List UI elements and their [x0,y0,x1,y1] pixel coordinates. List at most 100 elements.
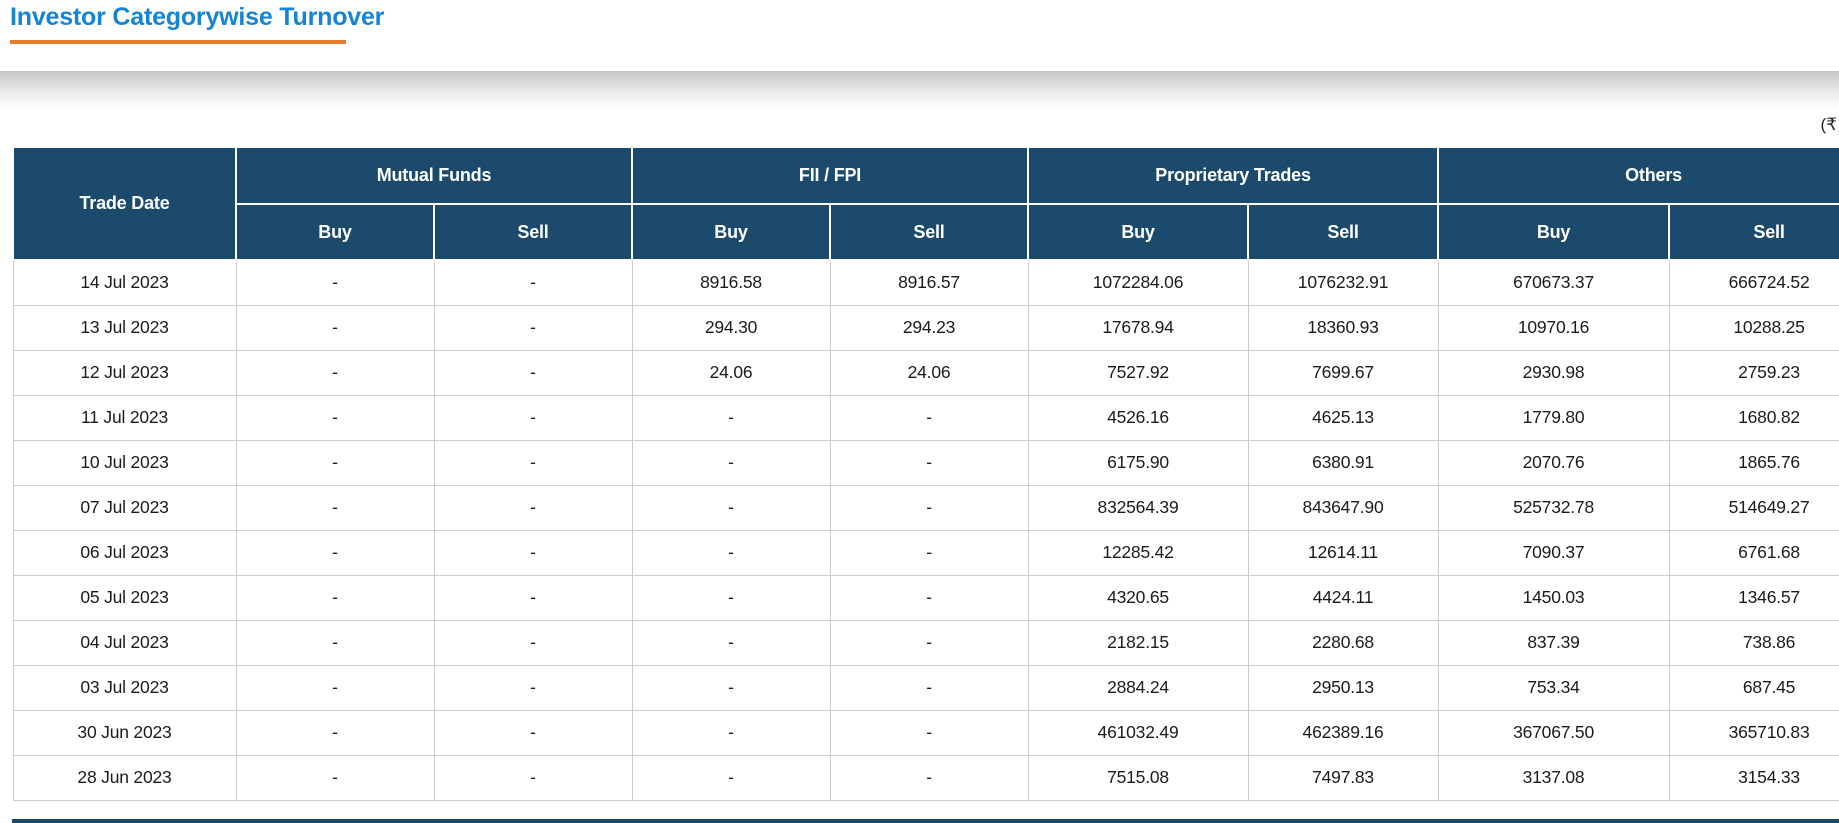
value-cell: 1076232.91 [1247,259,1439,306]
sell-header-fii-fpi: Sell [828,203,1030,261]
value-cell: - [829,664,1029,711]
value-cell: 4320.65 [1027,574,1249,621]
table-row: 07 Jul 2023- - - -832564.39 843647.90 525732.… [12,484,1839,531]
buy-header-mutual-funds: Buy [235,203,435,261]
value-cell: 8916.58 [631,259,831,306]
table-row: 12 Jul 2023- -24.06 24.06 7527.92 7699.67 293… [12,349,1839,396]
value-cell: 7497.83 [1247,754,1439,801]
trade-date-cell: 14 Jul 2023 [12,259,237,306]
table-row: 30 Jun 2023- - - -461032.49 462389.16 367067.… [12,709,1839,756]
value-cell: 3154.33 [1668,754,1839,801]
value-cell: 4625.13 [1247,394,1439,441]
value-cell: - [829,394,1029,441]
value-cell: 1346.57 [1668,574,1839,621]
value-cell: - [235,304,435,351]
value-cell: 367067.50 [1437,709,1670,756]
value-cell: 24.06 [829,349,1029,396]
value-cell: - [433,529,633,576]
value-cell: 294.30 [631,304,831,351]
value-cell: 461032.49 [1027,709,1249,756]
table-body: 14 Jul 2023- -8916.58 8916.57 1072284.06 107… [12,259,1839,801]
trade-date-cell: 11 Jul 2023 [12,394,237,441]
value-cell: 2884.24 [1027,664,1249,711]
buy-header-proprietary-trades: Buy [1027,203,1250,261]
value-cell: - [433,484,633,531]
value-cell: 6761.68 [1668,529,1839,576]
trade-date-cell: 05 Jul 2023 [12,574,237,621]
value-cell: 6175.90 [1027,439,1249,486]
title-underline [10,40,346,44]
trade-date-header: Trade Date [12,146,237,261]
group-header-others: Others [1437,146,1839,205]
value-cell: - [433,439,633,486]
value-cell: - [631,709,831,756]
value-cell: - [235,529,435,576]
table-row: 11 Jul 2023- - - -4526.16 4625.13 1779.80 1680… [12,394,1839,441]
value-cell: - [829,484,1029,531]
value-cell: - [631,574,831,621]
value-cell: - [433,349,633,396]
value-cell: 1072284.06 [1027,259,1249,306]
value-cell: - [433,754,633,801]
value-cell: 365710.83 [1668,709,1839,756]
value-cell: 837.39 [1437,619,1670,666]
table-row: 14 Jul 2023- -8916.58 8916.57 1072284.06 107… [12,259,1839,306]
buy-header-others: Buy [1437,203,1671,261]
value-cell: - [829,754,1029,801]
value-cell: - [433,619,633,666]
value-cell: 670673.37 [1437,259,1670,306]
currency-unit-note: (₹ [1820,115,1837,134]
table-row: 10 Jul 2023- - - -6175.90 6380.91 2070.76 1865… [12,439,1839,486]
value-cell: 2182.15 [1027,619,1249,666]
sell-header-proprietary-trades: Sell [1247,203,1440,261]
value-cell: 2950.13 [1247,664,1439,711]
value-cell: 6380.91 [1247,439,1439,486]
value-cell: - [829,529,1029,576]
trade-date-cell: 04 Jul 2023 [12,619,237,666]
table-bottom-border [12,819,1839,823]
value-cell: 8916.57 [829,259,1029,306]
value-cell: 12285.42 [1027,529,1249,576]
value-cell: - [433,304,633,351]
value-cell: - [235,259,435,306]
value-cell: 24.06 [631,349,831,396]
value-cell: 666724.52 [1668,259,1839,306]
value-cell: 843647.90 [1247,484,1439,531]
value-cell: 462389.16 [1247,709,1439,756]
value-cell: - [829,709,1029,756]
value-cell: 3137.08 [1437,754,1670,801]
value-cell: 753.34 [1437,664,1670,711]
value-cell: 10970.16 [1437,304,1670,351]
value-cell: 12614.11 [1247,529,1439,576]
value-cell: - [829,619,1029,666]
divider-band [0,71,1839,105]
value-cell: 7699.67 [1247,349,1439,396]
buy-header-fii-fpi: Buy [631,203,831,261]
value-cell: - [433,709,633,756]
table-row: 28 Jun 2023- - - -7515.08 7497.83 3137.08 3154… [12,754,1839,801]
value-cell: 7515.08 [1027,754,1249,801]
value-cell: 17678.94 [1027,304,1249,351]
value-cell: 1779.80 [1437,394,1670,441]
value-cell: - [433,574,633,621]
trade-date-cell: 07 Jul 2023 [12,484,237,531]
value-cell: 738.86 [1668,619,1839,666]
sub-header-row: Buy Sell Buy Sell Buy Sell Buy Sell [13,203,1839,261]
table-row: 04 Jul 2023- - - -2182.15 2280.68 837.39 738.8… [12,619,1839,666]
trade-date-cell: 06 Jul 2023 [12,529,237,576]
value-cell: 1865.76 [1668,439,1839,486]
value-cell: - [631,394,831,441]
value-cell: - [433,394,633,441]
table-row: 13 Jul 2023- -294.30 294.23 17678.94 18360.9… [12,304,1839,351]
investor-categorywise-turnover-table: Trade Date Mutual Funds FII / FPI Propriet… [12,146,1839,801]
value-cell: - [235,709,435,756]
value-cell: 4526.16 [1027,394,1249,441]
table-row: 03 Jul 2023- - - -2884.24 2950.13 753.34 687.4… [12,664,1839,711]
value-cell: 525732.78 [1437,484,1670,531]
table-row: 06 Jul 2023- - - -12285.42 12614.11 7090.37 67… [12,529,1839,576]
value-cell: - [829,574,1029,621]
value-cell: 294.23 [829,304,1029,351]
value-cell: - [631,619,831,666]
trade-date-cell: 28 Jun 2023 [12,754,237,801]
